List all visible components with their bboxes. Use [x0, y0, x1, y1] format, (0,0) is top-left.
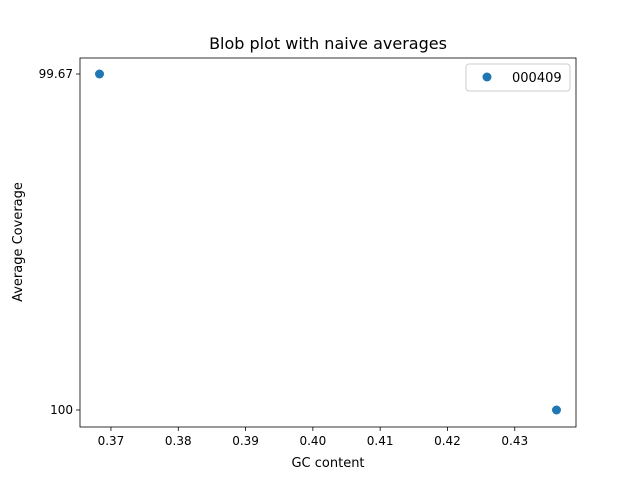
x-tick-label: 0.39 [232, 434, 259, 448]
data-points [95, 69, 561, 415]
y-tick-label: 99.67 [39, 67, 73, 81]
legend: 000409 [465, 63, 571, 92]
y-axis-ticks: 99.67 100 [39, 67, 80, 417]
x-tick-label: 0.42 [434, 434, 461, 448]
x-tick-label: 0.43 [501, 434, 528, 448]
x-tick-label: 0.38 [165, 434, 192, 448]
legend-marker-000409 [482, 72, 492, 82]
plot-frame [79, 57, 577, 428]
x-tick-label: 0.41 [367, 434, 394, 448]
legend-box [465, 63, 571, 92]
x-tick-label: 0.40 [299, 434, 326, 448]
legend-label-000409: 000409 [512, 71, 562, 86]
chart-title: Blob plot with naive averages [209, 34, 447, 53]
y-axis-label: Average Coverage [11, 182, 26, 302]
x-axis-label: GC content [291, 456, 364, 471]
y-tick-label: 100 [50, 403, 73, 417]
x-tick-label: 0.37 [98, 434, 125, 448]
scatter-point [551, 405, 561, 415]
x-axis-ticks: 0.37 0.38 0.39 0.40 0.41 0.42 0.43 [98, 427, 528, 448]
scatter-point [95, 69, 105, 79]
